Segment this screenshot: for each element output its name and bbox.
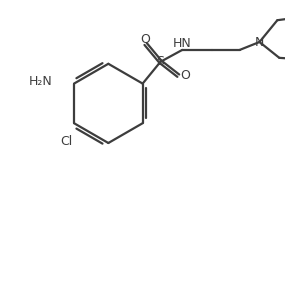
Text: N: N [255,35,264,48]
Text: O: O [180,69,190,82]
Text: HN: HN [173,37,192,50]
Text: S: S [156,55,164,68]
Text: O: O [141,33,150,46]
Text: H₂N: H₂N [29,75,52,88]
Text: Cl: Cl [60,135,72,148]
